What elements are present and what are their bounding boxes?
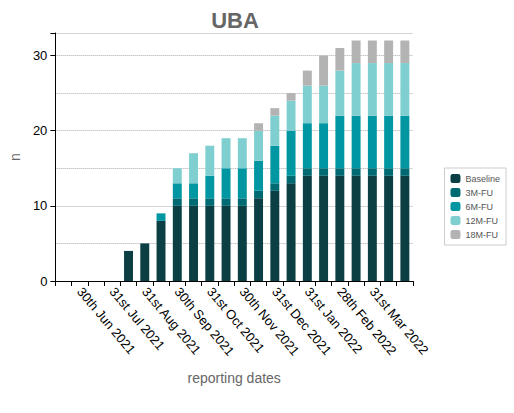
- svg-text:6M-FU: 6M-FU: [465, 202, 493, 212]
- svg-text:UBA: UBA: [211, 8, 259, 33]
- svg-text:28th Feb 2022: 28th Feb 2022: [334, 284, 400, 359]
- svg-text:31st Aug 2021: 31st Aug 2021: [139, 284, 204, 358]
- svg-text:0: 0: [40, 274, 47, 289]
- svg-text:3M-FU: 3M-FU: [465, 188, 493, 198]
- svg-text:31st Jan 2022: 31st Jan 2022: [302, 284, 366, 356]
- svg-text:Baseline: Baseline: [465, 174, 500, 184]
- svg-text:12M-FU: 12M-FU: [465, 216, 498, 226]
- svg-text:31st Dec 2021: 31st Dec 2021: [269, 284, 335, 358]
- svg-text:30th Sep 2021: 30th Sep 2021: [171, 284, 238, 359]
- svg-text:31st Oct 2021: 31st Oct 2021: [204, 284, 268, 356]
- svg-text:18M-FU: 18M-FU: [465, 230, 498, 240]
- svg-text:31st Jul 2021: 31st Jul 2021: [106, 284, 168, 354]
- svg-text:20: 20: [33, 123, 47, 138]
- svg-text:31st Mar 2022: 31st Mar 2022: [367, 284, 432, 357]
- svg-text:reporting dates: reporting dates: [187, 370, 280, 386]
- svg-text:30th Jun 2021: 30th Jun 2021: [74, 284, 138, 357]
- svg-text:30th Nov 2021: 30th Nov 2021: [236, 284, 303, 359]
- svg-text:10: 10: [33, 198, 47, 213]
- svg-text:30: 30: [33, 48, 47, 63]
- svg-text:n: n: [7, 153, 23, 161]
